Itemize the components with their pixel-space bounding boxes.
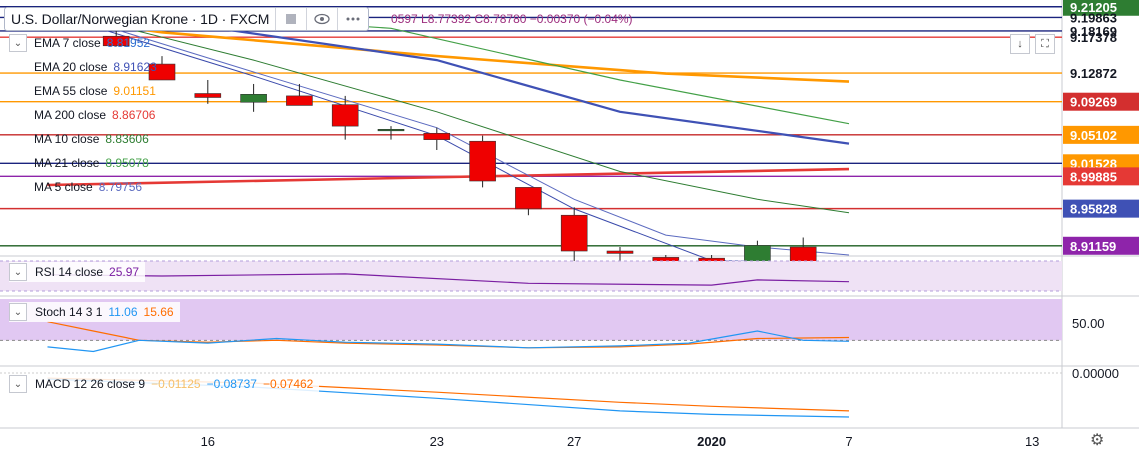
time-axis-label: 27 [567, 434, 581, 449]
legend-item-value: 8.81952 [106, 35, 151, 50]
time-axis-label: 7 [845, 434, 852, 449]
candle-body [331, 104, 359, 127]
macd-value-2: −0.08737 [206, 377, 257, 391]
legend-collapse-chevron-icon[interactable]: ⌄ [9, 34, 27, 52]
macd-legend: ⌄ MACD 12 26 close 9 −0.01125 −0.08737 −… [9, 374, 320, 394]
rsi-legend: ⌄ RSI 14 close 25.97 [9, 262, 146, 282]
candle-body [515, 187, 542, 210]
legend-item-value: 8.86706 [112, 107, 156, 122]
eye-icon[interactable] [306, 8, 337, 30]
price-label-badge [1063, 125, 1139, 144]
legend-item-value: 8.91623 [113, 59, 157, 74]
price-axis-label: 9.05102 [1070, 128, 1117, 143]
candle-body [606, 250, 634, 254]
price-label-badge [1063, 0, 1139, 16]
legend-item-name: EMA 20 close [34, 59, 108, 74]
legend-item-value: 9.01151 [113, 83, 156, 98]
ohlc-values: 0597 L8.77392 C8.78780 −0.00370 (−0.04%) [391, 12, 633, 26]
stoch-collapse-chevron-icon[interactable]: ⌄ [9, 303, 27, 321]
legend-item-name: EMA 7 close [34, 35, 101, 50]
price-axis-label: 9.18169 [1070, 24, 1117, 39]
price-axis-label: 8.99885 [1070, 169, 1117, 184]
scroll-down-icon[interactable]: ↓ [1010, 34, 1030, 54]
macd-label: MACD 12 26 close 9 [35, 377, 146, 391]
legend-item[interactable]: MA 200 close 8.86706 [34, 105, 155, 124]
legend-item-name: MA 5 close [34, 179, 93, 194]
more-icon[interactable] [337, 8, 368, 30]
legend-item-value: 8.95078 [105, 155, 149, 170]
price-axis-label: 9.19863 [1070, 10, 1117, 25]
legend-item-name: MA 200 close [34, 107, 107, 122]
candle-body [469, 140, 496, 182]
macd-collapse-chevron-icon[interactable]: ⌄ [9, 375, 27, 393]
stoch-label: Stoch 14 3 1 [35, 305, 103, 319]
stoch-k-value: 11.06 [108, 305, 138, 319]
candle-body [423, 132, 451, 140]
time-axis-label: 23 [430, 434, 444, 449]
candle-body [377, 129, 405, 132]
legend-item[interactable]: MA 10 close 8.83606 [34, 129, 149, 148]
legend-item-value: 8.83606 [105, 131, 149, 146]
stoch-d-value: 15.66 [143, 305, 174, 319]
stoch-d-line [47, 321, 850, 349]
legend-item[interactable]: EMA 55 close 9.01151 [34, 81, 156, 100]
stoch-axis-label: 50.00 [1072, 316, 1105, 331]
time-axis-label: 2020 [697, 434, 726, 449]
stoch-legend: ⌄ Stoch 14 3 1 11.06 15.66 [9, 302, 180, 322]
price-axis-label: 9.09269 [1070, 95, 1117, 110]
macd-value-1: −0.01125 [151, 377, 201, 391]
price-axis-label: 9.21205 [1070, 0, 1117, 15]
price-label-badge [1063, 92, 1139, 111]
legend-item[interactable]: MA 5 close 8.79756 [34, 177, 142, 196]
legend-item-name: MA 10 close [34, 131, 100, 146]
candle-body [102, 35, 130, 47]
rsi-label: RSI 14 close [35, 265, 104, 279]
symbol-header[interactable]: U.S. Dollar/Norwegian Krone · 1D · FXCM [4, 7, 370, 31]
candle-body [194, 93, 222, 98]
fullscreen-icon[interactable]: ⛶ [1035, 34, 1055, 54]
rsi-line [47, 273, 850, 286]
price-axis-label: 8.91159 [1070, 239, 1116, 254]
macd-value-3: −0.07462 [262, 377, 314, 391]
macd-axis-label: 0.00000 [1072, 366, 1119, 381]
settings-gear-icon[interactable]: ⚙ [1090, 432, 1105, 449]
rsi-value: 25.97 [109, 265, 140, 279]
legend-item-name: MA 21 close [34, 155, 100, 170]
price-label-badge [1063, 167, 1139, 186]
price-axis-label: 9.12872 [1070, 66, 1117, 81]
candle-body [560, 214, 588, 252]
price-label-badge [1063, 236, 1139, 255]
legend-item[interactable]: EMA 7 close 8.81952 [34, 33, 150, 52]
candle-body [240, 94, 267, 103]
moving-average-line [47, 7, 850, 214]
flag-icon[interactable] [275, 8, 306, 30]
legend-item[interactable]: MA 21 close 8.95078 [34, 153, 149, 172]
time-axis-label: 13 [1025, 434, 1039, 449]
legend-item-name: EMA 55 close [34, 83, 108, 98]
stoch-k-line [47, 330, 850, 353]
legend-item[interactable]: EMA 20 close 8.91623 [34, 57, 157, 76]
candle-body [148, 63, 176, 81]
price-axis-label: 9.17378 [1070, 30, 1117, 45]
legend-item-value: 8.79756 [98, 179, 143, 194]
moving-average-line [47, 167, 850, 187]
time-axis-label: 16 [201, 434, 215, 449]
price-label-badge [1063, 199, 1139, 218]
rsi-collapse-chevron-icon[interactable]: ⌄ [9, 263, 27, 281]
price-axis-label: 8.95828 [1070, 202, 1117, 217]
symbol-title[interactable]: U.S. Dollar/Norwegian Krone · 1D · FXCM [11, 11, 270, 27]
candle-body [286, 95, 313, 106]
